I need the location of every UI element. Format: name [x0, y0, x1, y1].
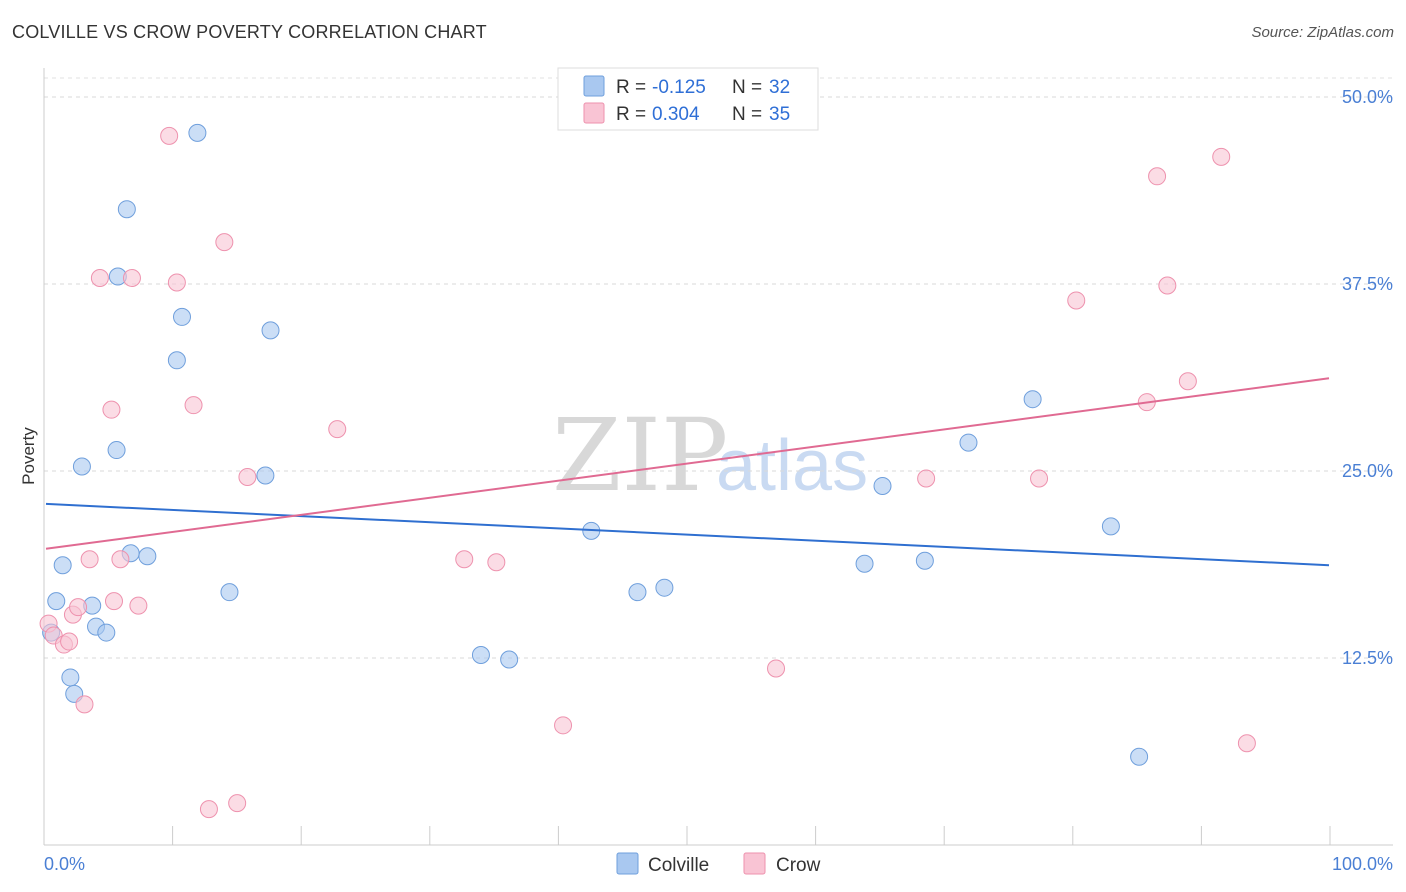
stats-legend: R = -0.125 N = 32 R = 0.304 N = 35: [557, 67, 819, 131]
colville-point-16: [188, 123, 207, 142]
y-tick-label-1: 25.0%: [1342, 461, 1393, 481]
colville-point-29: [1023, 390, 1042, 409]
series-legend: Colville Crow: [616, 852, 821, 876]
colville-point-3: [61, 668, 80, 687]
colville-point-18: [256, 466, 275, 485]
y-tick-label-0: 12.5%: [1342, 648, 1393, 668]
data-points: [39, 123, 1256, 819]
colville-point-2: [53, 556, 72, 575]
colville-point-25: [855, 554, 874, 573]
colville-r-label: R =: [616, 77, 646, 98]
crow-point-7: [80, 550, 99, 569]
watermark-atlas: atlas: [716, 426, 868, 506]
crow-n-label: N =: [732, 104, 762, 125]
colville-point-21: [500, 650, 519, 669]
x-tick-label-max: 100.0%: [1332, 854, 1393, 874]
y-axis-label: Poverty: [19, 427, 38, 485]
crow-point-13: [129, 596, 148, 615]
crow-point-33: [1212, 147, 1231, 166]
crow-point-25: [767, 659, 786, 678]
colville-n-value: 32: [769, 77, 790, 98]
crow-point-17: [199, 800, 218, 819]
colville-legend-swatch: [583, 75, 605, 97]
y-tick-labels: 12.5% 25.0% 37.5% 50.0%: [1342, 87, 1393, 668]
colville-point-30: [1101, 517, 1120, 536]
colville-series-swatch: [616, 852, 639, 875]
crow-point-30: [1148, 167, 1167, 186]
colville-point-19: [261, 321, 280, 340]
colville-point-31: [1130, 747, 1149, 766]
colville-point-26: [873, 476, 892, 495]
colville-n-label: N =: [732, 77, 762, 98]
crow-series-label: Crow: [776, 855, 821, 876]
crow-n-value: 35: [769, 104, 790, 125]
watermark-zip: ZIP: [552, 397, 728, 514]
crow-point-14: [160, 126, 179, 145]
crow-point-15: [167, 273, 186, 292]
colville-point-15: [172, 307, 191, 326]
colville-point-5: [72, 457, 91, 476]
colville-point-9: [107, 441, 126, 460]
chart-title: COLVILLE VS CROW POVERTY CORRELATION CHA…: [12, 22, 487, 42]
crow-point-32: [1178, 372, 1197, 391]
crow-point-34: [1237, 734, 1256, 753]
crow-point-22: [455, 550, 474, 569]
colville-point-14: [167, 351, 186, 370]
crow-legend-swatch: [583, 102, 605, 124]
colville-point-20: [471, 646, 490, 665]
x-tick-label-min: 0.0%: [44, 854, 85, 874]
colville-point-23: [628, 583, 647, 602]
crow-point-10: [104, 592, 123, 611]
colville-point-11: [117, 200, 136, 219]
trend-lines: [45, 377, 1330, 567]
crow-point-16: [184, 396, 203, 415]
crow-point-3: [60, 632, 79, 651]
y-tick-label-3: 50.0%: [1342, 87, 1393, 107]
crow-point-21: [328, 420, 347, 439]
source-label: Source: ZipAtlas.com: [1251, 24, 1394, 41]
colville-point-27: [915, 551, 934, 570]
colville-point-8: [97, 623, 116, 642]
colville-point-17: [220, 583, 239, 602]
crow-point-27: [1030, 469, 1049, 488]
y-tick-label-2: 37.5%: [1342, 274, 1393, 294]
crow-point-11: [111, 550, 130, 569]
crow-point-31: [1158, 276, 1177, 295]
colville-point-28: [959, 433, 978, 452]
colville-point-1: [47, 592, 66, 611]
crow-point-5: [69, 598, 88, 617]
colville-trend-line: [45, 502, 1330, 567]
crow-point-23: [487, 553, 506, 572]
crow-series-swatch: [743, 852, 766, 875]
crow-point-28: [1067, 291, 1086, 310]
colville-point-13: [138, 547, 157, 566]
crow-trend-line: [45, 377, 1330, 550]
crow-point-20: [238, 467, 257, 486]
colville-series-label: Colville: [648, 855, 709, 876]
crow-point-9: [102, 400, 121, 419]
crow-point-19: [228, 794, 247, 813]
crow-point-24: [554, 716, 573, 735]
crow-r-value: 0.304: [652, 104, 700, 125]
axes: [43, 68, 1393, 846]
colville-point-24: [655, 578, 674, 597]
colville-points: [42, 123, 1149, 766]
crow-point-18: [215, 233, 234, 252]
gridlines: [44, 77, 1393, 659]
colville-r-value: -0.125: [652, 77, 706, 98]
crow-point-26: [917, 469, 936, 488]
crow-point-12: [122, 269, 141, 288]
watermark: ZIP atlas: [552, 397, 868, 514]
crow-point-6: [75, 695, 94, 714]
crow-point-8: [90, 269, 109, 288]
crow-r-label: R =: [616, 104, 646, 125]
crow-points: [39, 126, 1256, 819]
